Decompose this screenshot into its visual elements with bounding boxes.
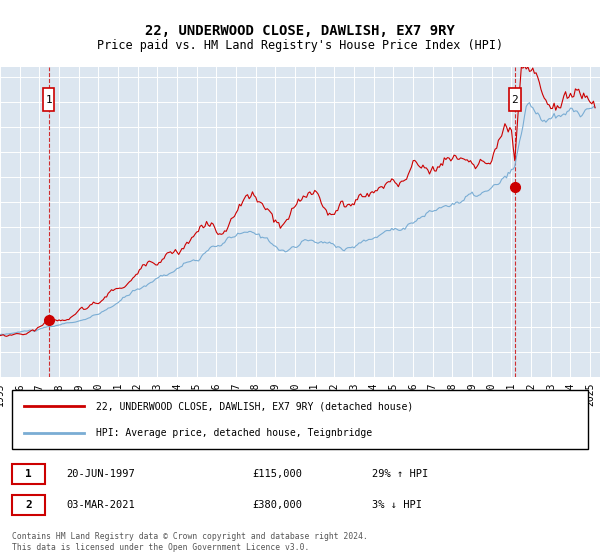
FancyBboxPatch shape [12,464,45,484]
Text: 1: 1 [25,469,32,479]
Text: 29% ↑ HPI: 29% ↑ HPI [372,469,428,479]
Text: 22, UNDERWOOD CLOSE, DAWLISH, EX7 9RY: 22, UNDERWOOD CLOSE, DAWLISH, EX7 9RY [145,24,455,38]
FancyBboxPatch shape [43,88,55,111]
Text: 2: 2 [25,501,32,510]
Text: 2: 2 [511,95,518,105]
Text: 1: 1 [45,95,52,105]
Text: 03-MAR-2021: 03-MAR-2021 [66,501,135,510]
FancyBboxPatch shape [12,390,588,449]
Text: Contains HM Land Registry data © Crown copyright and database right 2024.
This d: Contains HM Land Registry data © Crown c… [12,532,368,552]
Text: £380,000: £380,000 [252,501,302,510]
FancyBboxPatch shape [12,496,45,515]
Text: 3% ↓ HPI: 3% ↓ HPI [372,501,422,510]
Text: Price paid vs. HM Land Registry's House Price Index (HPI): Price paid vs. HM Land Registry's House … [97,39,503,53]
Text: HPI: Average price, detached house, Teignbridge: HPI: Average price, detached house, Teig… [96,428,372,438]
Text: 22, UNDERWOOD CLOSE, DAWLISH, EX7 9RY (detached house): 22, UNDERWOOD CLOSE, DAWLISH, EX7 9RY (d… [96,401,413,411]
Text: £115,000: £115,000 [252,469,302,479]
FancyBboxPatch shape [509,88,521,111]
Text: 20-JUN-1997: 20-JUN-1997 [66,469,135,479]
